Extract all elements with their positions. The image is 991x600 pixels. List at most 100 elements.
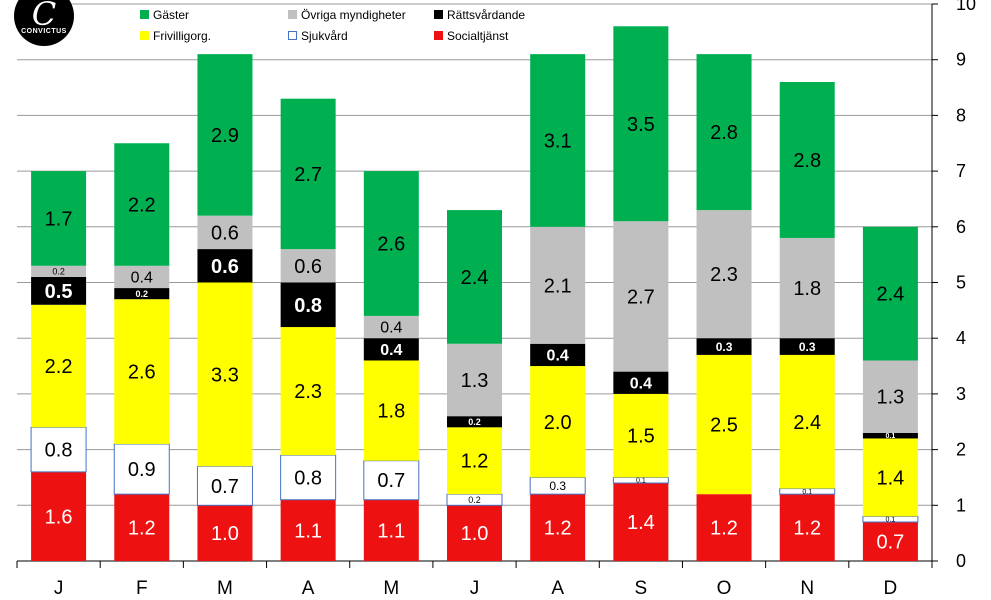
bar-segment (197, 54, 253, 216)
legend-item: Rättsvårdande (434, 8, 525, 22)
legend-swatch (434, 10, 443, 19)
chart-legend: Gäster Övriga myndigheter Rättsvårdande Fri… (140, 8, 610, 48)
data-label: 0.8 (294, 295, 322, 317)
bar-segment (779, 237, 835, 339)
data-label: 1.2 (793, 518, 821, 540)
y-tick-label: 8 (956, 105, 966, 125)
bar-segment (530, 54, 586, 227)
data-label: 0.8 (45, 440, 73, 462)
data-label: 2.6 (128, 362, 156, 384)
bar-segment (114, 299, 170, 445)
bar-segment (696, 338, 752, 355)
data-label: 2.2 (45, 356, 73, 378)
bar-segment (613, 393, 669, 478)
bar-segment (447, 416, 502, 428)
y-tick-label: 5 (956, 273, 966, 293)
bar-segment (113, 443, 170, 495)
data-label: 0.4 (630, 375, 652, 392)
bar-segment (197, 249, 253, 283)
bar-segment (447, 210, 502, 344)
data-label: 1.6 (45, 506, 73, 528)
data-label: 0.4 (380, 320, 402, 337)
data-label: 1.8 (793, 278, 821, 300)
data-label: 0.8 (294, 467, 322, 489)
data-label: 2.1 (544, 275, 572, 297)
data-label: 2.2 (128, 195, 156, 217)
legend-swatch (288, 10, 297, 19)
data-label: 2.7 (294, 164, 322, 186)
data-label: 2.4 (877, 284, 905, 306)
data-label: 1.3 (461, 370, 489, 392)
data-label: 0.9 (128, 459, 156, 481)
legend-label: Rättsvårdande (447, 8, 526, 22)
bar-segment (696, 494, 752, 561)
legend-label: Frivilligorg. (153, 29, 212, 43)
bar-segment (779, 494, 835, 561)
bar-segment (114, 265, 170, 289)
data-label: 0.4 (380, 342, 402, 359)
y-tick-label: 3 (956, 384, 966, 404)
data-label: 0.7 (377, 470, 405, 492)
x-tick-label: J (470, 578, 480, 599)
x-tick-label: N (800, 578, 814, 599)
bar-segment (280, 327, 336, 456)
legend-item: Socialtjänst (434, 29, 508, 43)
data-label: 1.2 (461, 451, 489, 473)
bar-segment (363, 171, 419, 316)
data-label: 1.7 (45, 208, 73, 230)
data-label: 0.6 (211, 222, 239, 244)
legend-item: Sjukvård (288, 29, 348, 43)
x-tick-label: F (136, 578, 148, 599)
data-label: 1.4 (877, 467, 905, 489)
y-tick-label: 9 (956, 50, 966, 70)
data-label: 2.3 (294, 381, 322, 403)
bar-segment (447, 343, 502, 417)
bar-segment (613, 483, 669, 561)
data-label: 0.2 (136, 289, 149, 299)
x-tick-label: J (54, 578, 64, 599)
x-tick-label: A (302, 578, 315, 599)
bar-segment (696, 54, 752, 211)
y-tick-label: 4 (956, 328, 966, 348)
bar-segment (696, 354, 752, 495)
legend-label: Övriga myndigheter (301, 8, 406, 22)
data-label: 0.1 (636, 478, 646, 485)
bar-segment (197, 505, 253, 561)
data-label: 0.2 (52, 267, 65, 277)
bar-segment (530, 343, 586, 367)
bar-segment (530, 366, 586, 478)
y-tick-label: 6 (956, 217, 966, 237)
logo-text: CONVICTUS (21, 28, 67, 35)
bar-segment (31, 471, 87, 561)
data-label: 0.3 (799, 340, 816, 354)
data-label: 1.0 (461, 523, 489, 545)
legend-swatch (288, 31, 297, 40)
bar-segment (31, 171, 87, 266)
data-label: 0.1 (886, 433, 896, 440)
data-label: 2.8 (793, 150, 821, 172)
data-label: 1.5 (627, 426, 655, 448)
bar-segment (31, 276, 87, 305)
y-tick-label: 1 (956, 495, 966, 515)
logo-mark: C (31, 0, 57, 33)
data-label: 0.7 (877, 532, 905, 554)
data-label: 0.6 (211, 256, 239, 278)
bar-segment (31, 304, 87, 428)
data-label: 1.3 (877, 387, 905, 409)
bar-segment (862, 522, 918, 561)
bar-segment (613, 221, 669, 372)
bar-segment (363, 499, 419, 561)
bar-segment (363, 460, 420, 501)
bar-segment (280, 454, 337, 501)
x-tick-label: O (717, 578, 732, 599)
data-label: 0.6 (294, 256, 322, 278)
data-label: 1.2 (710, 518, 738, 540)
y-tick-label: 10 (956, 0, 976, 14)
x-tick-label: A (551, 578, 564, 599)
data-label: 2.3 (710, 264, 738, 286)
legend-item: Gäster (140, 8, 189, 22)
data-label: 2.4 (461, 267, 489, 289)
bar-segment (280, 282, 336, 328)
bar-segment (363, 315, 419, 339)
